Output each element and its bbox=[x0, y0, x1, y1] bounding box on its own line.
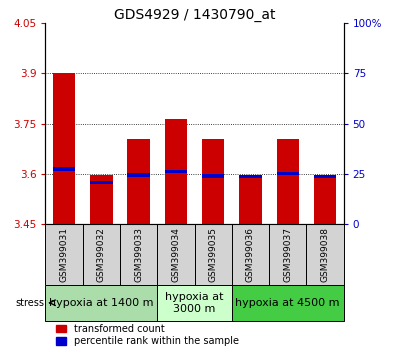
Text: GSM399033: GSM399033 bbox=[134, 227, 143, 282]
Bar bbox=[314, 175, 336, 224]
Bar bbox=[53, 73, 75, 224]
Bar bbox=[269, 224, 307, 285]
Text: GSM399037: GSM399037 bbox=[283, 227, 292, 282]
Bar bbox=[157, 285, 232, 321]
Bar bbox=[45, 285, 157, 321]
Text: GSM399031: GSM399031 bbox=[60, 227, 69, 282]
Bar bbox=[120, 224, 157, 285]
Bar bbox=[128, 173, 150, 177]
Text: hypoxia at 1400 m: hypoxia at 1400 m bbox=[49, 298, 154, 308]
Text: GSM399032: GSM399032 bbox=[97, 227, 106, 282]
Bar bbox=[53, 167, 75, 171]
Bar bbox=[83, 224, 120, 285]
Text: stress: stress bbox=[16, 298, 45, 308]
Bar bbox=[307, 224, 344, 285]
Bar bbox=[239, 176, 261, 224]
Bar bbox=[202, 139, 224, 224]
Bar bbox=[157, 224, 194, 285]
Text: GSM399036: GSM399036 bbox=[246, 227, 255, 282]
Bar bbox=[239, 175, 261, 178]
Bar bbox=[314, 175, 336, 178]
Text: hypoxia at 4500 m: hypoxia at 4500 m bbox=[235, 298, 340, 308]
Text: GSM399038: GSM399038 bbox=[320, 227, 329, 282]
Bar bbox=[202, 175, 224, 178]
Bar bbox=[276, 172, 299, 175]
Bar bbox=[276, 139, 299, 224]
Bar bbox=[232, 224, 269, 285]
Bar bbox=[90, 181, 113, 184]
Bar bbox=[128, 139, 150, 224]
Bar bbox=[165, 119, 187, 224]
Bar bbox=[165, 170, 187, 173]
Bar bbox=[232, 285, 344, 321]
Bar bbox=[90, 175, 113, 224]
Text: hypoxia at
3000 m: hypoxia at 3000 m bbox=[165, 292, 224, 314]
Bar bbox=[194, 224, 232, 285]
Title: GDS4929 / 1430790_at: GDS4929 / 1430790_at bbox=[114, 8, 275, 22]
Text: GSM399035: GSM399035 bbox=[209, 227, 218, 282]
Legend: transformed count, percentile rank within the sample: transformed count, percentile rank withi… bbox=[56, 324, 239, 346]
Bar bbox=[45, 224, 83, 285]
Text: GSM399034: GSM399034 bbox=[171, 227, 181, 282]
